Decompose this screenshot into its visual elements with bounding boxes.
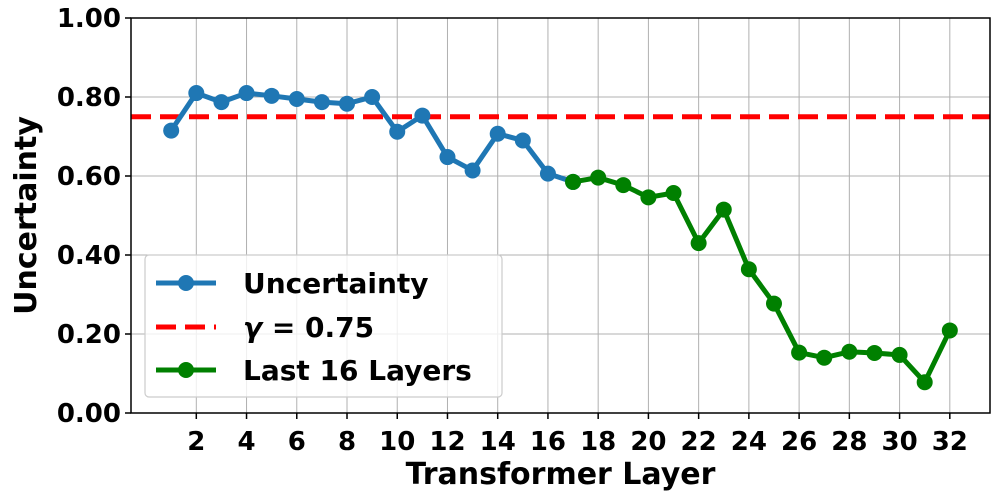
x-tick-label: 14: [480, 427, 516, 457]
y-axis-ticks: 0.00 0.20 0.40 0.60 0.80 1.00: [57, 4, 131, 429]
last-16-layers-point: [590, 169, 607, 186]
legend-label-uncertainty: Uncertainty: [243, 267, 429, 300]
last-16-layers-point: [891, 346, 908, 363]
last-16-layers-point: [765, 295, 782, 312]
y-tick-label: 0.00: [57, 399, 121, 429]
last-16-layers-point: [841, 343, 858, 360]
x-tick-label: 8: [338, 427, 356, 457]
last-16-layers-point: [941, 322, 958, 339]
y-tick-label: 0.20: [57, 320, 121, 350]
x-tick-label: 32: [932, 427, 968, 457]
legend-label-threshold: γ = 0.75: [243, 311, 374, 344]
last-16-layers-point: [665, 184, 682, 201]
uncertainty-point: [163, 122, 180, 139]
x-tick-label: 30: [881, 427, 917, 457]
x-tick-label: 28: [831, 427, 867, 457]
uncertainty-point: [464, 162, 481, 179]
x-tick-label: 4: [237, 427, 255, 457]
last-16-layers-point: [816, 349, 833, 366]
last-16-layers-point: [791, 344, 808, 361]
y-tick-label: 0.80: [57, 83, 121, 113]
x-tick-label: 18: [580, 427, 616, 457]
series-line-uncertainty: [168, 90, 576, 185]
uncertainty-point: [439, 149, 456, 166]
last-16-layers-point: [565, 173, 582, 190]
x-tick-label: 2: [187, 427, 205, 457]
uncertainty-point: [313, 94, 330, 111]
x-tick-label: 22: [681, 427, 717, 457]
x-tick-label: 12: [429, 427, 465, 457]
uncertainty-point: [364, 89, 381, 105]
series-line-last-16-layers: [570, 175, 953, 385]
x-tick-label: 20: [630, 427, 666, 457]
legend-label-last-16-layers: Last 16 Layers: [243, 354, 472, 387]
y-axis-label: Uncertainty: [9, 116, 44, 315]
last-16-layers-point: [640, 189, 657, 206]
y-tick-label: 0.60: [57, 162, 121, 192]
y-tick-label: 0.40: [57, 241, 121, 271]
uncertainty-point: [414, 107, 431, 124]
legend: Uncertainty γ = 0.75 Last 16 Layers: [144, 254, 503, 398]
x-axis-label: Transformer Layer: [406, 457, 716, 492]
legend-marker-uncertainty: [178, 275, 194, 291]
last-16-layers-point: [866, 344, 883, 361]
uncertainty-point: [263, 87, 280, 104]
legend-marker-last-16-layers: [178, 362, 194, 378]
last-16-layers-point: [690, 235, 707, 252]
last-16-layers-point: [916, 374, 933, 391]
legend-box: [144, 254, 503, 398]
uncertainty-point: [389, 123, 406, 140]
x-tick-label: 6: [288, 427, 306, 457]
last-16-layers-point: [715, 201, 732, 218]
uncertainty-point: [489, 125, 506, 142]
series-layer: [163, 85, 958, 391]
x-tick-label: 26: [781, 427, 817, 457]
uncertainty-point: [188, 85, 205, 102]
uncertainty-point: [539, 165, 556, 182]
x-axis-ticks: 2 4 6 8 10 12 14 16 18 20 22 24 26 28 30 32: [187, 413, 968, 457]
uncertainty-point: [514, 132, 531, 149]
legend-label-threshold-value: = 0.75: [262, 311, 374, 344]
x-tick-label: 24: [731, 427, 767, 457]
uncertainty-point: [339, 95, 356, 112]
legend-label-threshold-symbol: γ: [243, 311, 264, 344]
x-tick-label: 16: [530, 427, 566, 457]
last-16-layers-point: [740, 261, 757, 278]
x-tick-label: 10: [379, 427, 415, 457]
uncertainty-point: [213, 94, 230, 111]
plot-frame: [130, 17, 991, 414]
uncertainty-point: [238, 85, 255, 102]
last-16-layers-point: [615, 177, 632, 194]
uncertainty-point: [288, 90, 305, 107]
y-tick-label: 1.00: [57, 4, 121, 34]
